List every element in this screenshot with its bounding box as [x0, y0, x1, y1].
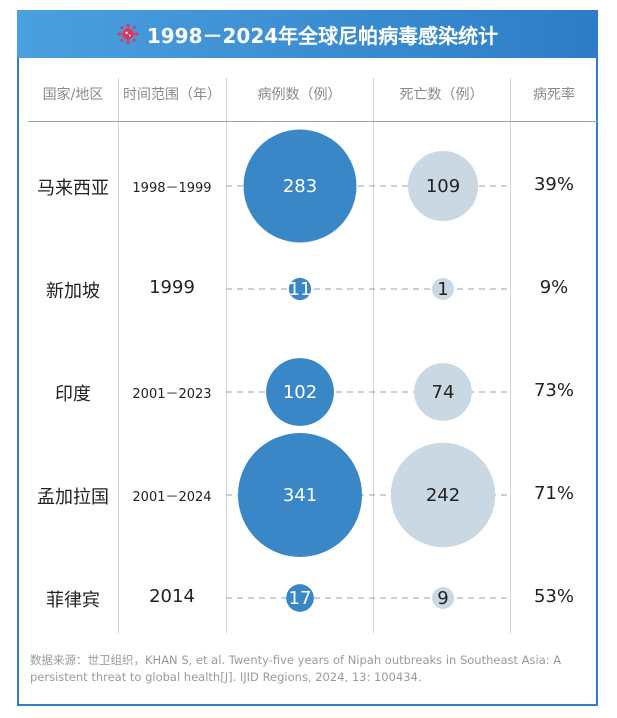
column-divider [510, 78, 511, 633]
cases-bubble [286, 584, 314, 612]
deaths-label: 242 [426, 485, 460, 506]
cases-label: 283 [283, 176, 317, 197]
deaths-bubble [390, 442, 496, 548]
column-divider [226, 78, 227, 633]
cases-label: 341 [283, 485, 317, 506]
country-cell: 菲律宾 [46, 590, 100, 611]
cases-label: 17 [289, 588, 312, 609]
column-divider [118, 78, 119, 633]
period-cell: 1999 [149, 277, 195, 298]
period-cell: 1998－1999 [132, 181, 212, 196]
column-divider [373, 78, 374, 633]
cfr-cell: 71% [533, 483, 574, 504]
virus-icon [117, 23, 139, 45]
chart-title: 1998－2024年全球尼帕病毒感染统计 [146, 23, 499, 48]
deaths-label: 109 [426, 176, 460, 197]
country-cell: 印度 [55, 384, 91, 405]
country-cell: 新加坡 [46, 281, 100, 302]
cfr-cell: 9% [539, 277, 569, 298]
header-period: 时间范围（年） [123, 87, 221, 103]
deaths-label: 9 [437, 588, 448, 609]
cfr-cell: 39% [533, 174, 574, 195]
cfr-cell: 73% [533, 380, 574, 401]
source-note: 数据来源：世卫组织，KHAN S, et al. Twenty-five yea… [30, 653, 562, 684]
header-cfr: 病死率 [533, 87, 575, 103]
country-cell: 马来西亚 [37, 178, 109, 199]
deaths-bubble [432, 587, 454, 609]
cases-bubble [288, 277, 312, 301]
header-cases: 病例数（例） [257, 87, 342, 103]
deaths-bubble [414, 363, 472, 421]
cases-bubble [266, 358, 334, 426]
deaths-label: 74 [432, 382, 455, 403]
cases-bubble [238, 433, 362, 557]
deaths-bubble [432, 278, 454, 300]
period-cell: 2001－2024 [132, 490, 212, 505]
cases-label: 11 [289, 279, 312, 300]
header-divider [28, 121, 598, 122]
header-country: 国家/地区 [42, 87, 104, 103]
country-cell: 孟加拉国 [37, 487, 109, 508]
deaths-label: 1 [437, 279, 448, 300]
deaths-bubble [407, 150, 479, 222]
cases-label: 102 [283, 382, 317, 403]
header-deaths: 死亡数（例） [399, 87, 484, 103]
period-cell: 2001－2023 [132, 387, 212, 402]
cfr-cell: 53% [533, 586, 574, 607]
title-bar: 1998－2024年全球尼帕病毒感染统计 [17, 10, 598, 58]
cases-bubble [243, 129, 357, 243]
period-cell: 2014 [149, 586, 195, 607]
